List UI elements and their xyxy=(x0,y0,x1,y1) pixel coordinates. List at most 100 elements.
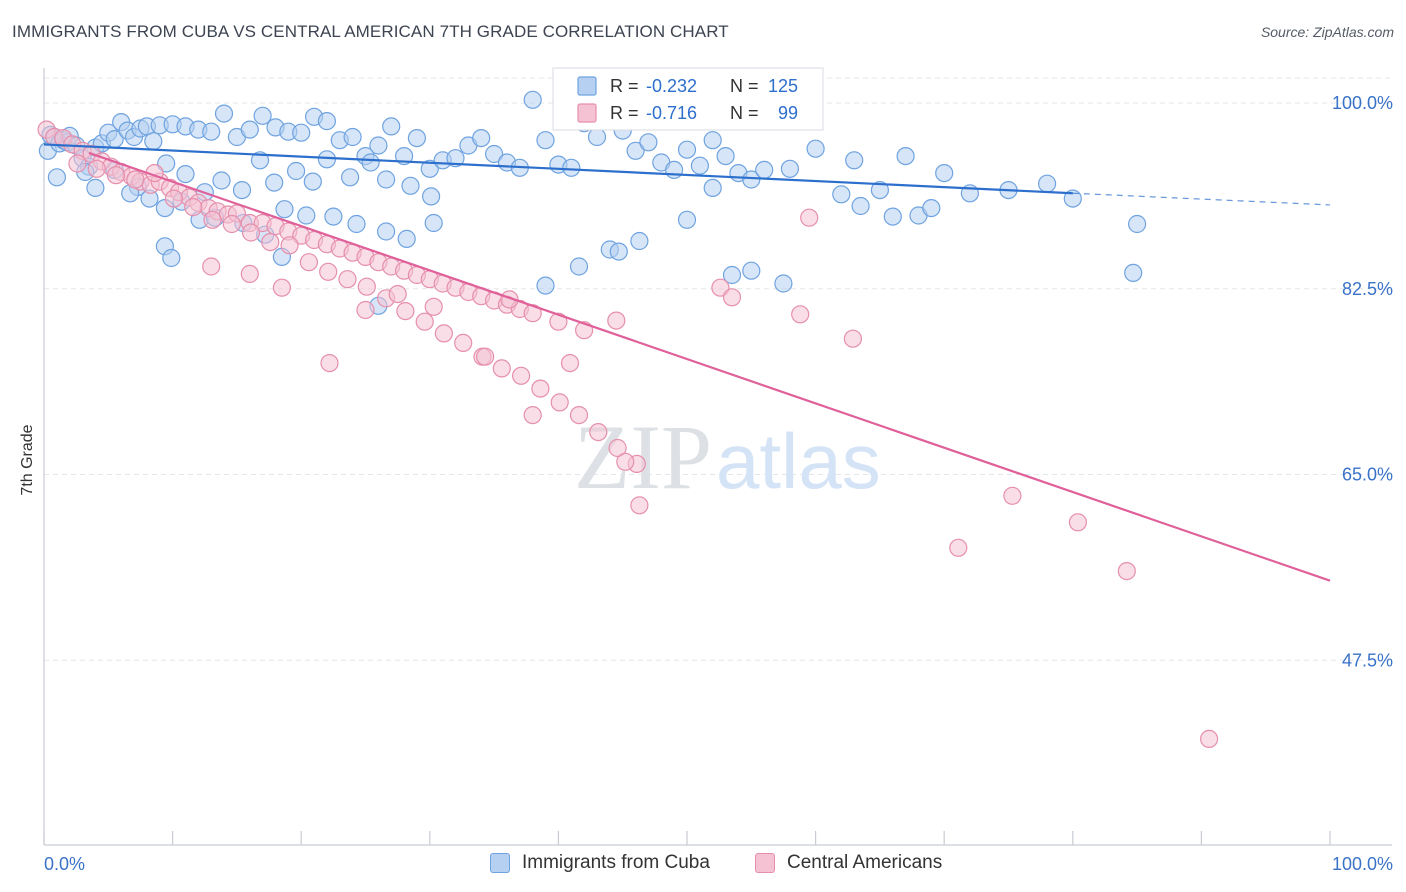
point-series1-98 xyxy=(1117,561,1136,581)
point-series0-127 xyxy=(774,274,793,293)
axes xyxy=(43,68,1392,846)
point-series0-45 xyxy=(472,129,491,148)
point-series1-54 xyxy=(222,214,241,234)
point-series0-93 xyxy=(317,150,336,169)
y-tick-label-3: 47.5% xyxy=(1342,650,1393,670)
point-series0-85 xyxy=(176,165,195,184)
data-points xyxy=(37,90,1219,749)
point-series1-88 xyxy=(616,452,635,471)
point-series1-63 xyxy=(396,302,415,321)
point-series0-80 xyxy=(47,168,67,187)
series-legend: Immigrants from Cuba Central Americans xyxy=(0,852,1406,878)
point-series0-92 xyxy=(303,172,322,191)
point-series0-124 xyxy=(703,178,722,197)
legend-label-central-americans: Central Americans xyxy=(787,852,943,873)
point-series0-123 xyxy=(677,210,697,229)
trend-line-series1 xyxy=(88,151,1331,582)
legend-label-cuba: Immigrants from Cuba xyxy=(522,852,710,873)
point-series1-86 xyxy=(560,354,580,373)
point-series0-120 xyxy=(569,257,589,276)
legend-swatch-cuba xyxy=(490,853,510,873)
legend-n-label-0: N = xyxy=(730,76,759,96)
point-series1-76 xyxy=(202,257,221,276)
point-series1-51 xyxy=(164,189,183,208)
point-series0-52 xyxy=(562,158,581,177)
point-series0-41 xyxy=(420,159,439,178)
x-tick-label-1: 100.0% xyxy=(1332,854,1393,874)
point-series1-81 xyxy=(388,285,407,304)
legend-item-central-americans[interactable]: Central Americans xyxy=(755,852,942,874)
x-tick-label-0: 0.0% xyxy=(44,854,85,874)
point-series1-57 xyxy=(280,236,299,255)
point-series1-60 xyxy=(338,270,357,289)
watermark-atlas: atlas xyxy=(716,417,881,505)
point-series0-43 xyxy=(446,149,465,168)
point-series0-62 xyxy=(690,156,710,175)
point-series1-49 xyxy=(126,170,145,189)
point-series0-50 xyxy=(536,131,555,150)
point-series0-90 xyxy=(265,173,284,192)
point-series0-116 xyxy=(162,248,181,268)
point-series0-110 xyxy=(324,207,343,226)
point-series1-58 xyxy=(299,253,318,272)
point-series0-111 xyxy=(347,214,366,234)
point-series0-131 xyxy=(1124,263,1143,282)
point-series0-91 xyxy=(287,161,306,181)
point-series1-46 xyxy=(68,154,87,173)
point-series1-84 xyxy=(500,290,519,309)
trend-lines xyxy=(43,143,1331,582)
point-series1-89 xyxy=(630,496,649,515)
point-series1-72 xyxy=(569,406,589,425)
point-series0-112 xyxy=(377,222,396,241)
point-series0-35 xyxy=(343,127,362,147)
point-series1-93 xyxy=(800,208,819,227)
point-series1-56 xyxy=(261,233,280,252)
point-series1-94 xyxy=(843,329,863,348)
point-series1-65 xyxy=(434,324,453,343)
point-series0-125 xyxy=(722,265,742,285)
point-series0-54 xyxy=(587,127,607,147)
point-series0-19 xyxy=(144,132,163,151)
point-series0-60 xyxy=(664,160,684,179)
point-series0-109 xyxy=(297,206,316,225)
legend-n-value-0: 125 xyxy=(768,76,798,96)
point-series0-27 xyxy=(240,120,259,139)
point-series0-24 xyxy=(202,122,221,141)
point-series1-71 xyxy=(550,393,569,412)
point-series1-91 xyxy=(722,288,742,307)
legend-r-value-0: -0.232 xyxy=(646,76,697,96)
legend-swatch-1 xyxy=(577,103,597,123)
point-series1-70 xyxy=(531,379,550,398)
point-series0-89 xyxy=(250,151,270,170)
point-series0-37 xyxy=(369,136,388,155)
point-series1-53 xyxy=(203,210,222,229)
point-series0-64 xyxy=(716,147,735,166)
legend-r-value-1: -0.716 xyxy=(646,103,697,123)
point-series0-113 xyxy=(397,229,416,248)
point-series0-95 xyxy=(361,153,380,172)
point-series0-132 xyxy=(1127,214,1147,234)
point-series1-68 xyxy=(492,359,511,378)
point-series1-92 xyxy=(791,305,810,324)
point-series1-61 xyxy=(357,277,376,296)
chart-title: IMMIGRANTS FROM CUBA VS CENTRAL AMERICAN… xyxy=(12,22,729,41)
legend-n-value-1: 99 xyxy=(778,103,798,123)
point-series1-78 xyxy=(272,278,291,297)
point-series0-73 xyxy=(896,147,915,166)
chart-source: Source: ZipAtlas.com xyxy=(1260,24,1394,40)
point-series0-25 xyxy=(214,104,234,123)
point-series0-31 xyxy=(292,123,311,142)
point-series0-114 xyxy=(424,213,443,233)
point-series0-46 xyxy=(485,144,504,164)
legend-n-label-1: N = xyxy=(730,103,759,123)
point-series0-68 xyxy=(780,159,800,178)
y-axis-label: 7th Grade xyxy=(19,424,36,496)
point-series0-87 xyxy=(212,171,231,190)
point-series0-71 xyxy=(845,151,864,170)
point-series0-33 xyxy=(317,111,336,131)
legend-frame xyxy=(552,67,824,131)
point-series0-126 xyxy=(742,261,761,280)
legend-item-cuba[interactable]: Immigrants from Cuba xyxy=(490,852,710,874)
point-series1-52 xyxy=(184,198,203,217)
